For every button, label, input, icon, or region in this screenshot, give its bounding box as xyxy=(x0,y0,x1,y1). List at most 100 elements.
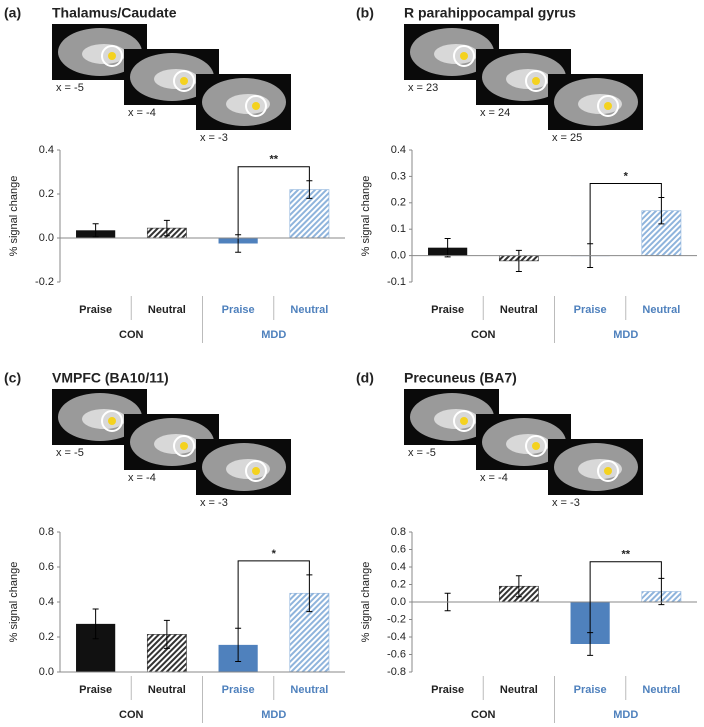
roi-circle xyxy=(453,45,475,67)
group-label: CON xyxy=(119,329,144,341)
error-bar xyxy=(163,619,170,649)
y-tick-label: 0.6 xyxy=(39,561,54,573)
category-label: Praise xyxy=(79,304,112,316)
y-tick-label: 0.2 xyxy=(391,197,406,209)
brain-inner xyxy=(578,94,622,114)
group-label: CON xyxy=(471,709,496,721)
panel-label: (d) xyxy=(356,370,374,386)
category-label: Neutral xyxy=(642,304,680,316)
activation xyxy=(532,77,540,85)
brain-inner xyxy=(506,69,550,89)
slice-label: x = -4 xyxy=(128,107,156,119)
activation xyxy=(108,417,116,425)
activation xyxy=(532,442,540,450)
group-label: MDD xyxy=(613,709,638,721)
y-axis-label: % signal change xyxy=(360,562,372,643)
roi-circle xyxy=(173,70,195,92)
category-label: Praise xyxy=(431,304,464,316)
significance-label: ** xyxy=(621,549,630,561)
y-tick-label: 0.8 xyxy=(391,526,406,538)
roi-circle xyxy=(101,45,123,67)
y-tick-label: 0.4 xyxy=(391,144,406,156)
group-label: CON xyxy=(471,329,496,341)
category-label: Neutral xyxy=(148,304,186,316)
y-tick-label: 0.2 xyxy=(391,578,406,590)
category-label: Praise xyxy=(79,684,112,696)
slice-label: x = -4 xyxy=(128,472,156,484)
slice-label: x = -5 xyxy=(56,82,84,94)
group-label: MDD xyxy=(261,709,286,721)
error-bar xyxy=(163,219,170,237)
category-label: Praise xyxy=(222,304,255,316)
y-tick-label: -0.2 xyxy=(35,276,54,288)
panel-title: VMPFC (BA10/11) xyxy=(52,370,169,386)
y-tick-label: -0.2 xyxy=(387,613,406,625)
significance-bracket xyxy=(589,561,662,633)
panel-title: R parahippocampal gyrus xyxy=(404,5,576,21)
panel-label: (c) xyxy=(4,370,21,386)
y-tick-label: 0.2 xyxy=(39,188,54,200)
brain-inner xyxy=(154,434,198,454)
panel-title: Thalamus/Caudate xyxy=(52,5,177,21)
brain-inner xyxy=(226,459,270,479)
significance-label: * xyxy=(272,548,277,560)
activation xyxy=(604,102,612,110)
y-axis-label: % signal change xyxy=(360,176,372,257)
y-tick-label: 0.4 xyxy=(391,561,406,573)
slice-label: x = 24 xyxy=(480,107,510,119)
roi-circle xyxy=(101,410,123,432)
roi-circle xyxy=(597,95,619,117)
brain-inner xyxy=(154,69,198,89)
slice-label: x = -3 xyxy=(552,497,580,509)
activation xyxy=(252,102,260,110)
significance-label: * xyxy=(624,170,629,182)
error-bar xyxy=(515,249,522,272)
significance-label: ** xyxy=(269,154,278,166)
brain-inner xyxy=(434,409,478,429)
brain-inner xyxy=(434,44,478,64)
group-label: MDD xyxy=(613,329,638,341)
y-tick-label: 0.4 xyxy=(39,596,54,608)
category-label: Praise xyxy=(431,684,464,696)
y-tick-label: 0.8 xyxy=(39,526,54,538)
category-label: Praise xyxy=(574,684,607,696)
roi-circle xyxy=(525,435,547,457)
roi-circle xyxy=(245,460,267,482)
slice-label: x = -3 xyxy=(200,132,228,144)
roi-circle xyxy=(245,95,267,117)
brain-inner xyxy=(506,434,550,454)
brain-inner xyxy=(82,409,126,429)
brain-inner xyxy=(578,459,622,479)
y-tick-label: 0.3 xyxy=(391,170,406,182)
y-tick-label: 0.4 xyxy=(39,144,54,156)
activation xyxy=(252,467,260,475)
category-label: Praise xyxy=(222,684,255,696)
panel-label: (a) xyxy=(4,5,21,21)
roi-circle xyxy=(525,70,547,92)
category-label: Neutral xyxy=(500,684,538,696)
slice-label: x = 25 xyxy=(552,132,582,144)
significance-bracket xyxy=(237,560,310,629)
y-axis-label: % signal change xyxy=(8,176,20,257)
y-tick-label: 0.0 xyxy=(391,250,406,262)
y-tick-label: 0.6 xyxy=(391,543,406,555)
roi-circle xyxy=(173,435,195,457)
slice-label: x = -5 xyxy=(408,447,436,459)
y-tick-label: 0.0 xyxy=(391,596,406,608)
significance-bracket xyxy=(589,183,662,244)
y-tick-label: 0.2 xyxy=(39,631,54,643)
y-tick-label: -0.4 xyxy=(387,631,406,643)
y-tick-label: -0.1 xyxy=(387,276,406,288)
y-axis-label: % signal change xyxy=(8,562,20,643)
activation xyxy=(180,442,188,450)
significance-bracket xyxy=(237,166,310,235)
brain-inner xyxy=(226,94,270,114)
category-label: Neutral xyxy=(290,684,328,696)
error-bar xyxy=(92,608,99,640)
roi-circle xyxy=(597,460,619,482)
activation xyxy=(108,52,116,60)
category-label: Neutral xyxy=(148,684,186,696)
group-label: MDD xyxy=(261,329,286,341)
y-tick-label: 0.0 xyxy=(39,232,54,244)
